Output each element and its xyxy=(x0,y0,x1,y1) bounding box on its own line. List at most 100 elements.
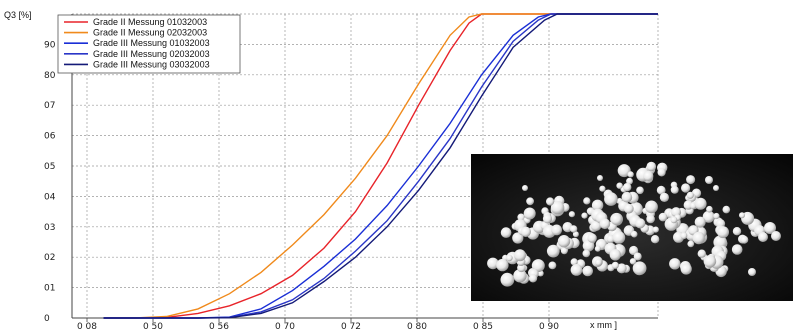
bead xyxy=(632,261,647,276)
legend-label: Grade II Messung 01032003 xyxy=(93,17,207,27)
bead xyxy=(513,269,527,283)
bead xyxy=(652,226,659,233)
bead xyxy=(623,203,634,214)
bead xyxy=(635,218,646,229)
bead xyxy=(616,182,623,189)
bead xyxy=(560,247,568,255)
bead xyxy=(681,183,691,193)
bead xyxy=(731,244,743,255)
bead xyxy=(717,226,729,239)
bead xyxy=(570,264,583,276)
bead xyxy=(528,274,538,283)
legend-label: Grade III Messung 03032003 xyxy=(93,59,210,69)
x-tick-label: 0 90 xyxy=(539,322,559,332)
series-line-1 xyxy=(103,13,658,319)
bead xyxy=(643,170,654,182)
bead xyxy=(702,210,715,223)
legend-box xyxy=(57,14,241,74)
bead xyxy=(657,168,666,177)
bead xyxy=(616,263,627,274)
bead xyxy=(582,240,595,252)
bead xyxy=(599,185,606,192)
bead xyxy=(610,213,623,226)
y-tick-label: 90 xyxy=(44,40,56,50)
y-axis-title: Q3 [%] xyxy=(4,10,32,20)
bead xyxy=(705,176,713,184)
bead xyxy=(597,175,603,181)
legend-label: Grade II Messung 02032003 xyxy=(93,28,207,38)
bead-photo xyxy=(471,154,793,301)
bead xyxy=(617,164,631,178)
bead xyxy=(670,185,679,194)
bead xyxy=(658,212,668,222)
bead xyxy=(546,197,555,206)
bead xyxy=(517,263,526,273)
bead xyxy=(487,257,499,270)
bead xyxy=(621,191,633,203)
bead xyxy=(656,185,666,195)
bead xyxy=(706,205,713,213)
bead xyxy=(551,224,562,236)
bead xyxy=(732,227,742,236)
bead xyxy=(612,231,626,244)
bead xyxy=(590,220,602,232)
y-tick-label: 0 xyxy=(44,314,50,324)
bead xyxy=(581,212,588,219)
bead xyxy=(568,211,576,218)
bead xyxy=(739,212,745,219)
bead xyxy=(512,232,524,244)
x-tick-label: 0 56 xyxy=(209,322,229,332)
bead xyxy=(694,197,707,210)
bead xyxy=(582,249,591,258)
bead xyxy=(514,249,526,262)
bead xyxy=(713,212,720,220)
bead xyxy=(686,191,694,199)
bead xyxy=(722,205,731,214)
bead xyxy=(680,263,692,275)
bead xyxy=(697,249,706,258)
legend-label: Grade III Messung 01032003 xyxy=(93,38,210,48)
bead xyxy=(594,245,601,252)
x-tick-label: 0 70 xyxy=(275,322,295,332)
bead xyxy=(548,261,557,270)
bead xyxy=(550,200,565,215)
x-tick-labels: 0 08 0 50 0 56 0 70 0 72 0 80 0 85 0 90 xyxy=(77,322,559,332)
bead xyxy=(583,197,591,205)
bead xyxy=(506,254,513,262)
y-tick-label: 05 xyxy=(44,162,55,172)
bead xyxy=(557,235,571,248)
bead xyxy=(517,213,525,221)
bead xyxy=(522,185,528,191)
y-tick-label: 07 xyxy=(44,101,55,111)
bead xyxy=(659,192,670,202)
bead xyxy=(570,258,578,266)
y-tick-label: 04 xyxy=(44,192,56,202)
bead xyxy=(713,185,719,191)
bead xyxy=(646,214,655,224)
bead xyxy=(595,258,602,266)
bead xyxy=(771,231,781,241)
y-tick-label: 06 xyxy=(44,132,56,142)
bead xyxy=(582,265,593,277)
bead xyxy=(687,240,695,248)
bead xyxy=(650,235,660,244)
bead xyxy=(609,249,621,261)
bead xyxy=(703,254,717,268)
bead xyxy=(645,200,658,214)
bead xyxy=(591,199,604,211)
bead xyxy=(764,222,776,234)
bead xyxy=(646,161,657,172)
y-tick-label: 03 xyxy=(44,223,55,233)
x-tick-label: 0 50 xyxy=(143,322,163,332)
legend-label: Grade III Messung 02032003 xyxy=(93,49,210,59)
bead xyxy=(623,183,632,192)
y-tick-labels: 0 01 02 03 04 05 06 07 80 90 xyxy=(44,40,56,324)
bead xyxy=(496,258,509,272)
bead xyxy=(680,232,688,240)
bead xyxy=(629,258,637,265)
bead xyxy=(629,245,639,256)
bead xyxy=(611,261,619,269)
bead xyxy=(740,235,749,244)
